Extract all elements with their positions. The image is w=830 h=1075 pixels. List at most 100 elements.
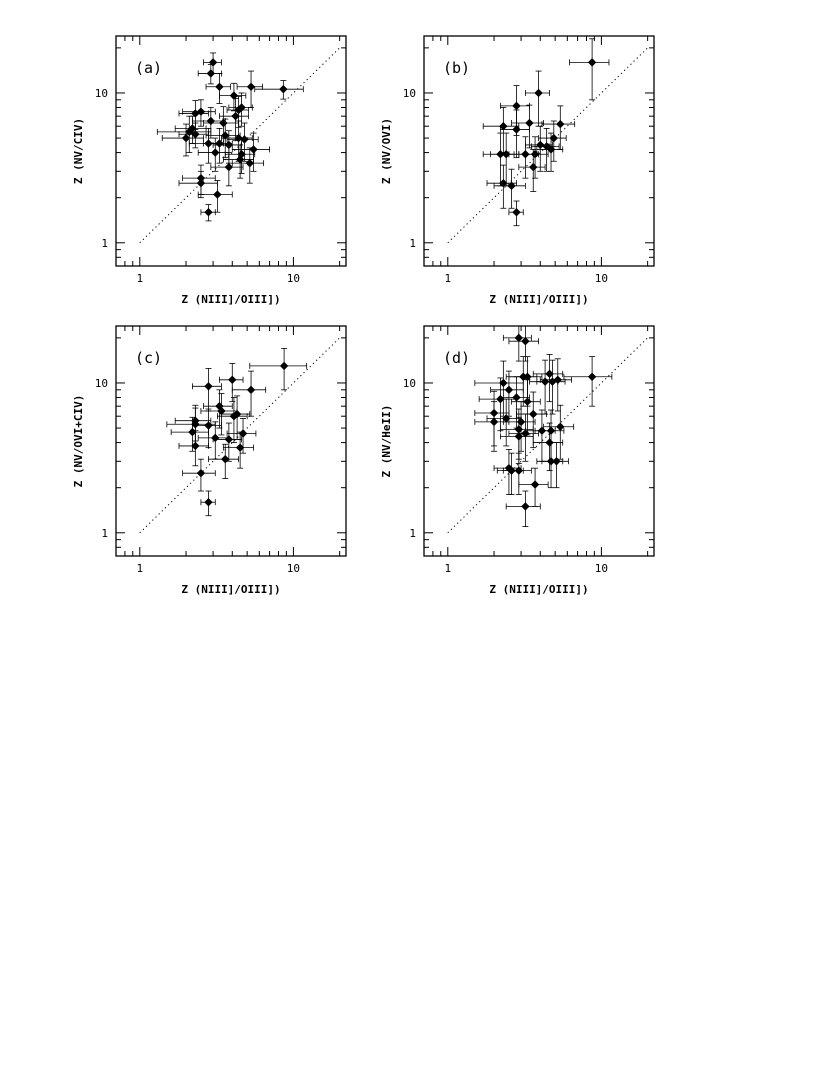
diamond-marker [231, 111, 240, 121]
diamond-marker [246, 385, 256, 395]
data-point [502, 452, 532, 495]
diamond-marker [206, 69, 216, 78]
data-point [518, 136, 549, 179]
diamond-marker [501, 414, 511, 423]
y-axis-label: Z (NV/OVI+CIV) [72, 395, 85, 488]
diamond-marker [556, 119, 565, 129]
plot-frame [423, 325, 655, 557]
data-point [530, 128, 560, 172]
diamond-marker [514, 466, 524, 475]
data-point [538, 120, 567, 162]
plot-frame [423, 35, 655, 267]
data-point [508, 326, 539, 362]
x-tick-label: 1 [444, 562, 451, 575]
diamond-marker [215, 82, 224, 91]
y-axis-label: Z (NV/HeII) [380, 405, 393, 478]
data-layer [447, 38, 648, 244]
diamond-marker [521, 337, 530, 346]
data-point [178, 100, 209, 130]
diamond-marker [224, 435, 234, 444]
diamond-marker [536, 140, 545, 150]
data-point [529, 359, 559, 415]
data-point [478, 377, 517, 432]
diamond-marker [219, 118, 228, 128]
y-tick-label: 1 [409, 237, 416, 250]
data-point [536, 359, 566, 415]
diamond-marker [542, 142, 551, 151]
diamond-marker [546, 145, 556, 154]
diamond-marker [191, 109, 200, 118]
diamond-marker [546, 426, 556, 435]
data-point [197, 137, 230, 172]
x-tick-label: 10 [595, 562, 608, 575]
diamond-marker [208, 58, 218, 67]
diamond-marker [211, 148, 220, 157]
diamond-marker [204, 421, 213, 430]
data-point [231, 147, 265, 184]
diamond-marker [556, 422, 565, 431]
diamond-marker [512, 101, 521, 111]
data-point [482, 107, 520, 153]
diamond-marker [499, 378, 508, 388]
diamond-marker [229, 412, 239, 421]
data-point [182, 458, 216, 492]
panel-label: (a) [135, 59, 162, 77]
reference-line [139, 337, 340, 534]
data-point [200, 490, 216, 517]
diamond-marker [191, 130, 200, 139]
data-point [543, 404, 575, 460]
data-point [182, 164, 216, 195]
data-layer [447, 326, 648, 534]
data-point [200, 204, 216, 222]
diamond-marker [501, 150, 511, 159]
x-axis-label: Z (NIII]/OIII]) [181, 583, 280, 596]
diamond-marker [521, 429, 530, 438]
data-point [499, 109, 530, 159]
diamond-marker [185, 127, 194, 137]
diamond-marker [213, 190, 222, 199]
x-tick-label: 1 [444, 272, 451, 285]
data-point [493, 168, 526, 209]
diamond-marker [504, 385, 514, 395]
diamond-marker [191, 441, 200, 451]
diamond-marker [279, 361, 289, 371]
y-tick-label: 10 [403, 87, 416, 100]
diamond-marker [525, 118, 534, 128]
diamond-marker [530, 480, 540, 489]
data-point [511, 379, 541, 436]
data-point [490, 370, 524, 417]
reference-line [447, 337, 648, 534]
panel-label: (b) [443, 59, 470, 77]
diamond-marker [196, 107, 206, 116]
data-point [203, 52, 222, 74]
x-tick-label: 10 [287, 562, 300, 575]
diamond-marker [552, 457, 561, 466]
diamond-marker [523, 397, 532, 406]
data-point [474, 360, 524, 417]
diamond-marker [587, 372, 597, 381]
data-point [197, 421, 230, 460]
x-tick-label: 1 [136, 562, 143, 575]
diamond-marker [221, 454, 230, 464]
diamond-marker [548, 377, 557, 386]
diamond-marker [204, 382, 213, 391]
data-point [236, 70, 263, 108]
panel-d: 1 10 1 10 Z (NIII]/OIII]) Z (NV/HeII) (d) [380, 325, 655, 596]
panel-c: 1 10 1 10 Z (NIII]/OIII]) Z (NV/OVI+CIV) (c) [72, 325, 347, 596]
data-layer [139, 337, 340, 534]
diamond-marker [235, 443, 245, 452]
diamond-marker [204, 498, 213, 507]
diamond-marker [206, 116, 216, 126]
data-point [208, 443, 240, 479]
data-point [532, 354, 564, 403]
diamond-marker [234, 105, 243, 115]
data-point [254, 80, 304, 100]
data-point [508, 200, 524, 227]
diamond-marker [514, 333, 524, 343]
diamond-marker [534, 88, 543, 98]
panel-label: (c) [135, 349, 162, 367]
x-tick-label: 1 [136, 272, 143, 285]
diamond-marker [489, 417, 499, 427]
data-point [222, 431, 254, 469]
x-axis-label: Z (NIII]/OIII]) [489, 583, 588, 596]
